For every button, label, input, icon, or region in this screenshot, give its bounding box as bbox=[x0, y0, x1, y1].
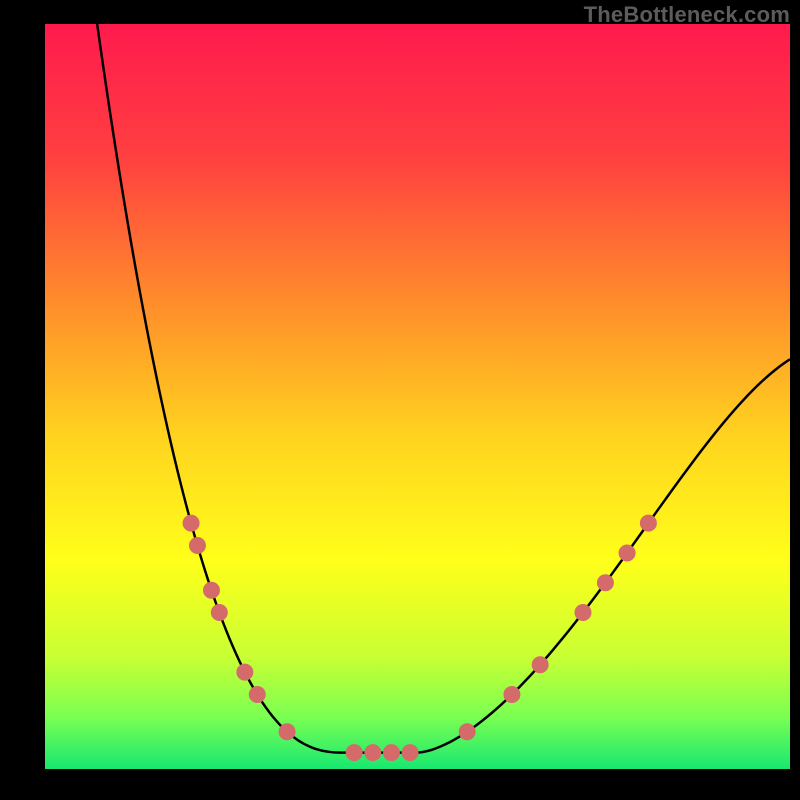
data-marker bbox=[237, 664, 253, 680]
bottleneck-curve bbox=[97, 24, 790, 753]
data-marker bbox=[365, 745, 381, 761]
data-marker bbox=[279, 724, 295, 740]
curve-overlay-svg bbox=[0, 0, 800, 800]
data-marker bbox=[402, 745, 418, 761]
chart-viewport: TheBottleneck.com bbox=[0, 0, 800, 800]
data-marker bbox=[346, 745, 362, 761]
data-marker bbox=[203, 582, 219, 598]
data-marker bbox=[619, 545, 635, 561]
data-marker bbox=[459, 724, 475, 740]
data-marker bbox=[211, 605, 227, 621]
data-marker bbox=[532, 657, 548, 673]
data-marker bbox=[383, 745, 399, 761]
data-marker bbox=[183, 515, 199, 531]
data-marker bbox=[189, 538, 205, 554]
data-marker bbox=[640, 515, 656, 531]
data-marker bbox=[249, 687, 265, 703]
data-marker bbox=[504, 687, 520, 703]
data-marker bbox=[575, 605, 591, 621]
data-marker bbox=[597, 575, 613, 591]
